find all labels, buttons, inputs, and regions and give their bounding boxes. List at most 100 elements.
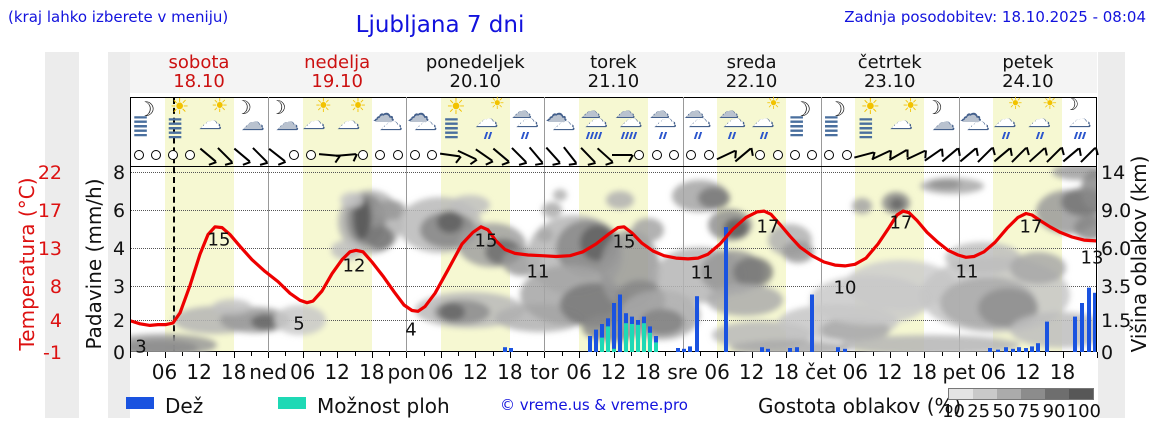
raindrop bbox=[1040, 132, 1045, 139]
axis-tick bbox=[717, 352, 719, 358]
moon-glyph: ☽ bbox=[269, 97, 287, 119]
rain-bar bbox=[724, 227, 728, 352]
temp-value-label: 11 bbox=[526, 261, 550, 283]
rain-bar bbox=[766, 348, 770, 352]
hour-label: 18 bbox=[497, 360, 523, 384]
axis-tick bbox=[337, 352, 339, 358]
moon-glyph: ☽ bbox=[828, 97, 846, 121]
calm-wind-icon bbox=[807, 150, 818, 160]
temp-value-label: 13 bbox=[1080, 247, 1104, 269]
cloud-o-glyph: ☁ bbox=[379, 108, 403, 136]
density-swatch bbox=[973, 389, 997, 399]
rain-bar bbox=[688, 346, 692, 352]
rain-bar bbox=[996, 349, 1000, 352]
cloud-density-label: Gostota oblakov (%) bbox=[758, 394, 962, 418]
axis-tick bbox=[872, 352, 874, 356]
cloud-w-glyph: ☁ bbox=[380, 109, 402, 134]
rain-bar bbox=[788, 348, 792, 352]
weather-icon-sun-cloud: ☀ ☁ ☁ bbox=[889, 97, 925, 145]
axis-tick bbox=[699, 352, 701, 356]
fog-glyph: ≡ bbox=[857, 120, 875, 144]
day-header: četrtek 23.10 bbox=[821, 53, 959, 91]
shower-bar bbox=[648, 332, 652, 352]
wind-barb-icon bbox=[612, 154, 634, 163]
axis-tick bbox=[579, 352, 580, 358]
sun-glyph: ☀ bbox=[446, 95, 466, 120]
chart-top-line bbox=[130, 166, 1097, 167]
axis-tick bbox=[164, 352, 166, 358]
cloud-density-tick-labels: 10 25 50 75 90 100 bbox=[941, 401, 1101, 422]
cloud-tick-label: 6.0 bbox=[1101, 238, 1132, 260]
cloud-g-glyph: ☁ bbox=[373, 102, 394, 127]
cloud-w-glyph: ☁ bbox=[1069, 106, 1091, 131]
hour-label: 12 bbox=[738, 360, 765, 384]
calm-wind-icon bbox=[133, 150, 144, 160]
axis-tick bbox=[423, 352, 425, 356]
rain-bar bbox=[760, 347, 764, 352]
calm-wind-icon bbox=[289, 150, 299, 160]
rain-bar bbox=[1045, 321, 1049, 352]
axis-tick bbox=[1079, 352, 1081, 356]
day-name: torek bbox=[590, 52, 637, 73]
calm-wind-icon bbox=[651, 150, 662, 160]
fog-glyph: ≡ bbox=[823, 109, 840, 133]
cloud-o-glyph: ☁ bbox=[413, 108, 438, 136]
shower-bar bbox=[654, 342, 658, 352]
cloud-g-glyph: ☁ bbox=[960, 102, 981, 127]
hour-label: 18 bbox=[773, 360, 799, 384]
calm-wind-icon bbox=[634, 150, 645, 160]
calm-wind-icon bbox=[392, 150, 403, 160]
precip-axis-title: Padavine (mm/h) bbox=[82, 178, 106, 350]
sun-glyph: ☀ bbox=[765, 94, 782, 114]
rain-bar bbox=[676, 348, 680, 352]
page-title: Ljubljana 7 dni bbox=[355, 12, 525, 38]
day-date: 19.10 bbox=[311, 71, 363, 92]
cloud-w-glyph: ☁ bbox=[890, 108, 912, 133]
day-name: sobota bbox=[168, 52, 230, 73]
axis-tick bbox=[233, 352, 235, 358]
axis-tick bbox=[302, 352, 304, 358]
temp-tick-label: 13 bbox=[37, 238, 62, 260]
day-date: 24.10 bbox=[1002, 71, 1054, 92]
cloud-o-glyph: ☁ bbox=[372, 101, 395, 127]
temp-tick-label: -1 bbox=[43, 342, 62, 364]
weather-icon-sun-fog: ☀ ≡ ≡ bbox=[855, 97, 891, 145]
density-tick-label: 50 bbox=[992, 401, 1016, 422]
rain-bar bbox=[1073, 316, 1077, 352]
cloud-o-glyph: ☁ bbox=[1027, 105, 1052, 133]
day-short-label: ned bbox=[249, 360, 287, 384]
rain-bar bbox=[810, 294, 814, 352]
axis-tick bbox=[527, 352, 529, 356]
temp-value-label: 17 bbox=[756, 216, 780, 238]
axis-tick bbox=[1045, 352, 1047, 356]
weather-icon-clouds: ☁ ☁ ☁ ☁ bbox=[406, 99, 442, 145]
precip-tick-label: 3 bbox=[112, 276, 126, 298]
cloud-o-glyph: ☁ bbox=[618, 105, 643, 133]
calm-wind-icon bbox=[824, 150, 835, 160]
rain-bar bbox=[612, 303, 616, 352]
cloud-w-glyph: ☁ bbox=[654, 106, 676, 131]
raindrop bbox=[598, 132, 603, 139]
hour-label: 06 bbox=[151, 360, 178, 384]
density-tick-label: 25 bbox=[967, 401, 991, 422]
cloud-g-glyph: ☁ bbox=[242, 109, 264, 134]
cloud-tick-label: 0 bbox=[1101, 342, 1114, 364]
fog-glyph: ≡ bbox=[443, 111, 460, 135]
weather-icon-cloud-rain: ☁ ☁ ☁ ☁ bbox=[509, 99, 545, 145]
axis-tick bbox=[130, 352, 131, 358]
rain-bar bbox=[1030, 346, 1034, 352]
cloud-o-glyph: ☁ bbox=[336, 107, 361, 135]
fog-glyph: ≡ bbox=[132, 118, 150, 142]
hour-label: 06 bbox=[566, 360, 592, 384]
day-name: četrtek bbox=[857, 52, 922, 73]
cloud-g-glyph: ☁ bbox=[581, 100, 600, 122]
day-header: nedelja 19.10 bbox=[268, 53, 406, 91]
moon-glyph: ☽ bbox=[234, 97, 252, 119]
temp-value-label: 10 bbox=[833, 277, 857, 299]
hour-label: 06 bbox=[980, 360, 1007, 384]
cloud-o-glyph: ☁ bbox=[198, 107, 223, 135]
cloud-g-glyph: ☁ bbox=[616, 100, 635, 122]
weather-icon-sun-cloud-rain: ☀ ☁ ☁ bbox=[475, 96, 511, 145]
calm-wind-icon bbox=[427, 150, 438, 160]
density-swatch bbox=[1021, 389, 1045, 399]
